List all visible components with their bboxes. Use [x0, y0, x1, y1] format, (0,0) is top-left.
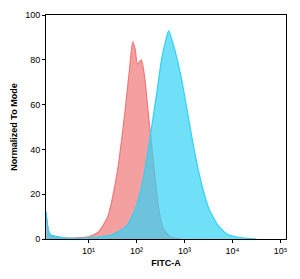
- svg-text:100: 100: [25, 10, 40, 20]
- svg-text:40: 40: [30, 145, 40, 155]
- svg-text:80: 80: [30, 55, 40, 65]
- svg-text:0: 0: [35, 234, 40, 244]
- svg-text:10⁴: 10⁴: [226, 246, 240, 256]
- svg-text:10²: 10²: [130, 246, 143, 256]
- svg-text:60: 60: [30, 100, 40, 110]
- svg-text:FITC-A: FITC-A: [151, 258, 181, 268]
- svg-text:10³: 10³: [178, 246, 191, 256]
- svg-text:20: 20: [30, 189, 40, 199]
- svg-text:10¹: 10¹: [82, 246, 95, 256]
- svg-text:10⁵: 10⁵: [274, 246, 288, 256]
- svg-text:Normalized To Mode: Normalized To Mode: [9, 83, 19, 170]
